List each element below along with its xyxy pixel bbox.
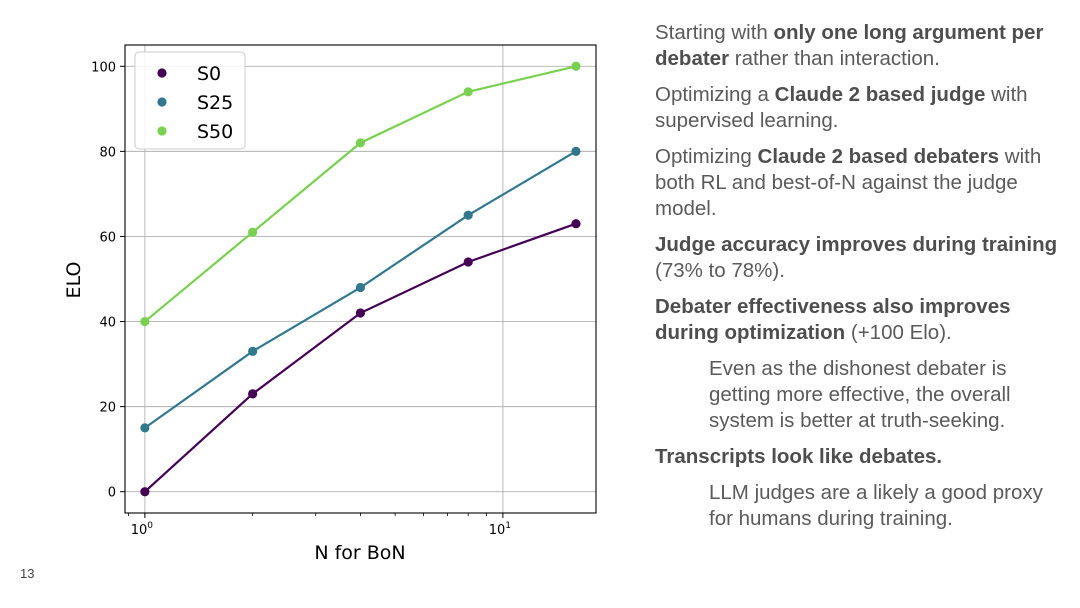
bullet-paragraph: Optimizing Claude 2 based debaters with … (655, 144, 1065, 222)
y-tick-label: 0 (108, 486, 116, 501)
text: (+100 Elo). (845, 321, 952, 344)
legend-label-s50: S50 (197, 121, 233, 143)
data-point-s25 (571, 146, 581, 156)
text: rather than interaction. (729, 47, 940, 70)
data-point-s25 (355, 282, 366, 293)
bold-text: Judge accuracy improves during training (655, 233, 1058, 256)
y-tick-label: 100 (91, 60, 116, 75)
text: with both RL and best-of-N against the j… (655, 145, 1042, 220)
data-point-s50 (463, 87, 473, 97)
y-tick-label: 80 (99, 145, 116, 160)
data-point-s50 (248, 227, 258, 237)
x-tick-label: 100 (131, 521, 154, 538)
bullet-paragraph: Optimizing a Claude 2 based judge with s… (655, 82, 1065, 134)
text: with supervised learning. (655, 83, 1028, 132)
bullet-paragraph: Starting with only one long argument per… (655, 20, 1065, 72)
text: Starting with (655, 21, 774, 44)
data-point-s50 (140, 316, 150, 327)
data-point-s50 (571, 61, 581, 71)
series-lines (140, 61, 581, 497)
text: Optimizing a (655, 83, 775, 106)
data-point-s0 (248, 389, 258, 399)
text: Optimizing (655, 145, 758, 168)
axis-ticks: 0 20 40 60 80 100 100 101 (91, 60, 511, 538)
elo-chart: 0 20 40 60 80 100 100 101 S0 S25 S50 N for BoN EL… (63, 44, 597, 564)
y-tick-label: 40 (99, 316, 116, 331)
legend-label-s25: S25 (197, 92, 233, 114)
data-point-s25 (248, 346, 258, 356)
bold-text: Claude 2 based debaters (757, 145, 1000, 168)
text: (73% to 78%). (655, 259, 785, 282)
legend-marker-s50 (157, 126, 167, 136)
bold-text: only one long argument per debater (655, 21, 1044, 70)
data-point-s0 (463, 257, 473, 267)
bold-text: Debater effectiveness also improves duri… (655, 295, 1011, 344)
text: Even as the dishonest debater is getting… (709, 357, 1011, 432)
bullet-paragraph: Even as the dishonest debater is getting… (709, 356, 1065, 434)
legend-marker-s25 (157, 97, 167, 107)
data-point-s0 (355, 308, 366, 318)
y-tick-label: 60 (99, 230, 116, 245)
y-axis-label: ELO (63, 262, 85, 299)
legend: S0 S25 S50 (134, 51, 246, 150)
legend-label-s0: S0 (197, 63, 221, 85)
bullet-paragraph: Transcripts look like debates. (655, 444, 1065, 470)
text: LLM judges are a likely a good proxy for… (709, 481, 1043, 530)
data-point-s0 (571, 219, 581, 229)
bullet-paragraph: LLM judges are a likely a good proxy for… (709, 480, 1065, 532)
x-axis-label: N for BoN (314, 542, 405, 564)
bullet-paragraph: Judge accuracy improves during training … (655, 232, 1065, 284)
data-point-s25 (140, 423, 150, 433)
data-point-s0 (140, 487, 150, 497)
data-point-s25 (463, 210, 473, 220)
y-tick-label: 20 (99, 401, 116, 416)
series-line-s0 (144, 222, 577, 493)
x-tick-label: 101 (489, 521, 511, 538)
bullet-paragraph: Debater effectiveness also improves duri… (655, 294, 1065, 346)
slide-number: 13 (20, 566, 35, 581)
bold-text: Claude 2 based judge (774, 83, 986, 106)
text-panel: Starting with only one long argument per… (655, 20, 1065, 542)
bold-text: Transcripts look like debates. (655, 445, 943, 468)
legend-marker-s0 (157, 68, 167, 78)
data-point-s50 (355, 138, 366, 148)
